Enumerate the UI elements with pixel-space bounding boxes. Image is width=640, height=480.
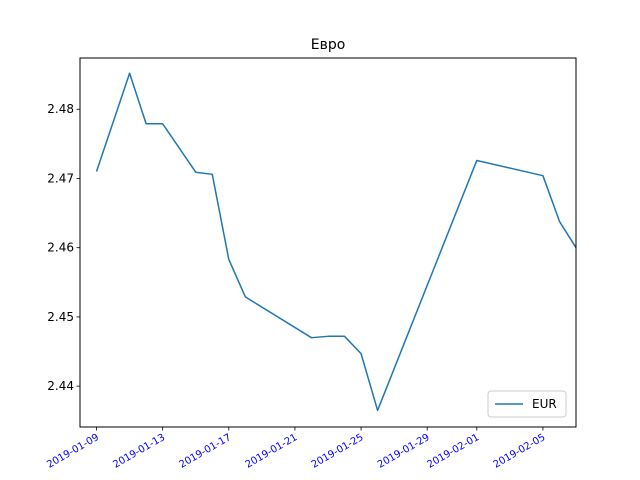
- chart-title: Евро: [311, 37, 346, 53]
- y-tick-label: 2.47: [47, 171, 74, 185]
- y-axis: 2.44 2.45 2.46 2.47 2.48: [47, 102, 80, 393]
- legend-label: EUR: [532, 397, 557, 411]
- legend-box: [487, 390, 567, 418]
- y-tick-label: 2.45: [47, 310, 74, 324]
- y-tick-label: 2.46: [47, 241, 74, 255]
- y-tick-label: 2.48: [47, 102, 74, 116]
- series-line-eur: [95, 72, 577, 412]
- axes-frame: [79, 57, 577, 428]
- legend: EUR: [487, 390, 567, 418]
- plot-area: [95, 72, 577, 412]
- y-tick-label: 2.44: [47, 379, 74, 393]
